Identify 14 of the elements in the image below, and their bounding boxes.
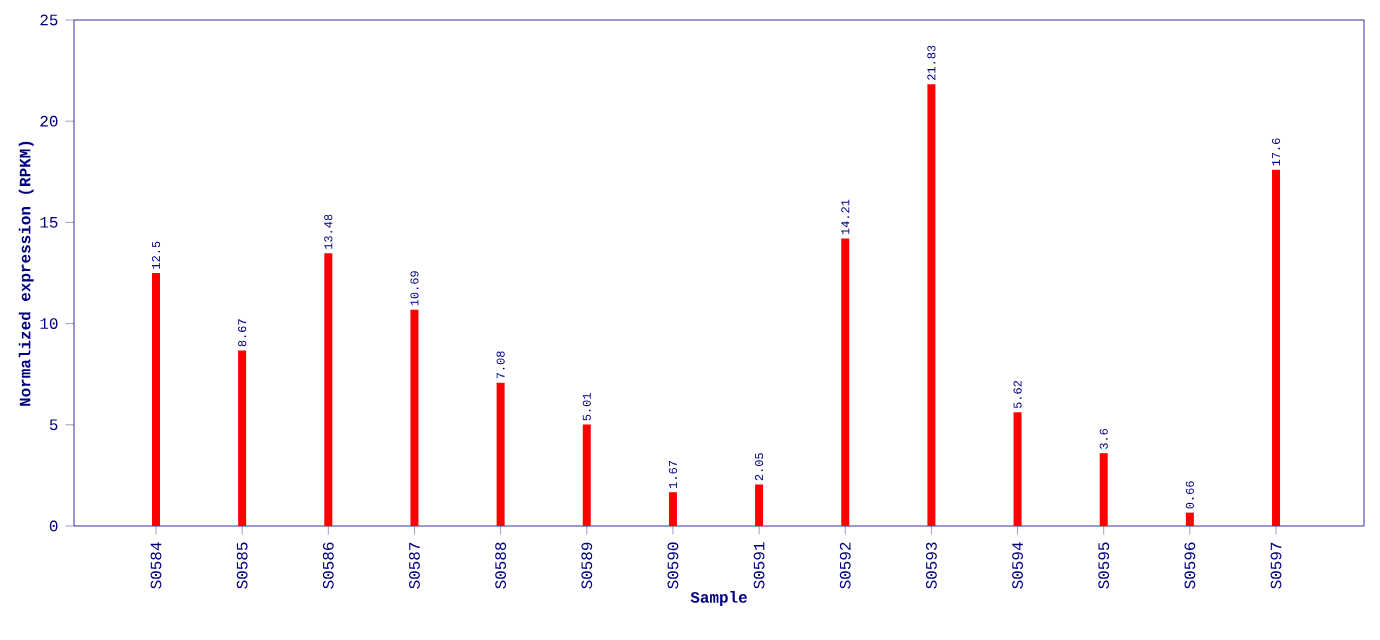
bar — [668, 492, 677, 526]
bar — [1185, 512, 1194, 526]
bar — [1099, 453, 1108, 526]
bar — [238, 350, 247, 526]
bar — [496, 382, 505, 526]
bar — [755, 484, 764, 526]
bar — [1272, 169, 1281, 526]
bar — [582, 424, 591, 526]
bar — [927, 84, 936, 526]
bar — [1013, 412, 1022, 526]
bar — [324, 253, 333, 526]
bar — [410, 309, 419, 526]
bar — [841, 238, 850, 526]
bar — [151, 273, 160, 526]
